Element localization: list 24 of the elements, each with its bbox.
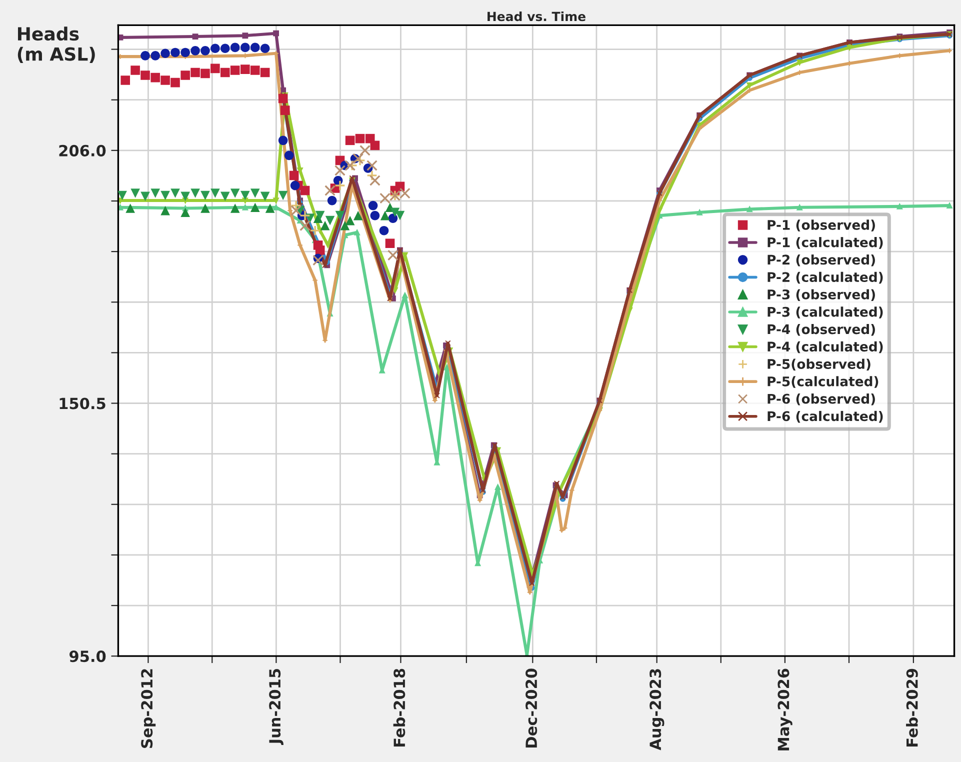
x-tick-label: Aug-2023	[650, 669, 664, 750]
legend-label: P-6 (observed)	[768, 394, 875, 406]
y-axis-title: Heads (m ASL)	[18, 26, 95, 63]
legend-label: P-4 (calculated)	[768, 341, 883, 354]
x-tick-label: Feb-2018	[393, 668, 406, 746]
x-tick-label: Sep-2012	[141, 669, 156, 748]
y-tick-label: 206.0	[59, 144, 106, 156]
y-tick-label: 150.5	[60, 398, 106, 410]
legend-label: P-1 (observed)	[768, 220, 875, 232]
legend-label: P-5(observed)	[768, 358, 870, 371]
legend-label: P-2 (observed)	[768, 254, 875, 266]
legend-label: P-5(calculated)	[768, 376, 878, 388]
legend-label: P-3 (calculated)	[768, 306, 883, 318]
x-tick-label: Feb-2029	[906, 668, 918, 746]
legend-label: P-1 (calculated)	[768, 237, 883, 249]
legend-label: P-2 (calculated)	[768, 272, 883, 284]
legend-label: P-4 (observed)	[768, 324, 875, 336]
x-tick-label: Jun-2015	[269, 668, 284, 746]
y-tick-label: 95.0	[69, 650, 106, 662]
chart-title: Head vs. Time	[488, 11, 586, 22]
x-tick-label: Dec-2020	[526, 668, 538, 748]
legend-label: P-3 (observed)	[768, 289, 875, 301]
legend-label: P-6 (calculated)	[768, 410, 883, 423]
x-tick-label: May-2026	[778, 668, 792, 750]
